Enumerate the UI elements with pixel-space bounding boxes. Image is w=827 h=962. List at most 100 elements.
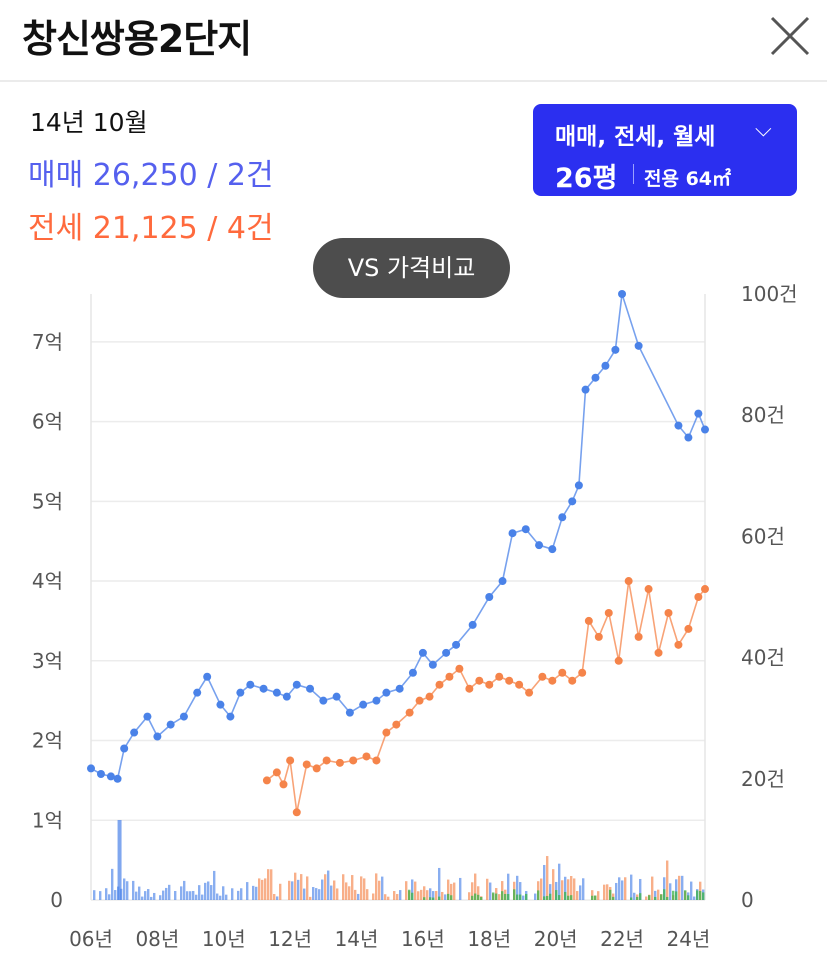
volume-bar [663,889,666,900]
volume-bar [246,882,249,900]
compare-button[interactable]: VS 가격비교 [313,238,510,298]
sale-data-point [581,385,590,394]
volume-bar [699,890,702,900]
filter-dropdown[interactable]: 매매, 전세, 월세 ⌵ 26평 전용 64㎡ [533,104,797,196]
volume-bar [273,894,276,900]
volume-bar [201,894,204,900]
volume-bar [111,868,114,900]
volume-bar [387,896,390,900]
jeonse-data-point [495,672,504,681]
jeonse-data-point [584,616,593,625]
volume-bar [276,896,279,900]
x-tick-label: 16년 [401,927,445,951]
volume-bar [630,897,633,900]
sale-data-point [674,421,683,430]
volume-bar [615,882,618,900]
volume-bar [357,893,360,900]
volume-bar [540,878,543,900]
y-right-tick-label: 60건 [741,524,785,548]
sale-data-point [498,577,507,586]
header-divider [0,80,827,82]
volume-bar [252,885,255,900]
volume-bar [255,886,258,900]
x-tick-label: 06년 [69,927,113,951]
volume-bar [384,894,387,900]
y-left-tick-label: 5억 [32,489,63,513]
y-left-tick-label: 3억 [32,649,63,673]
y-right-tick-label: 0 [741,888,754,912]
sale-data-point [408,668,417,677]
x-tick-label: 14년 [335,927,379,951]
sale-data-point [611,345,620,354]
volume-bar [624,877,627,900]
sale-data-point [618,290,627,298]
volume-bar [660,894,663,900]
volume-bar [429,897,432,900]
volume-bar [393,891,396,900]
volume-bar [633,892,636,900]
volume-bar [417,891,420,900]
volume-bar [558,863,561,900]
volume-bar [507,894,510,900]
sale-data-point [634,341,643,350]
sale-data-point [87,764,95,773]
volume-bar [351,875,354,900]
jeonse-data-point [578,668,587,677]
sale-data-point [120,744,129,753]
volume-bar [366,889,369,900]
volume-bar [195,894,198,900]
close-icon[interactable] [766,12,814,60]
volume-bar [606,884,609,900]
jeonse-data-point [614,656,623,665]
volume-bar [564,891,567,900]
volume-bar [471,882,474,900]
jeonse-data-point [604,608,613,617]
volume-bar [261,879,264,900]
volume-bar [330,885,333,900]
volume-bar [312,887,315,900]
volume-bar [519,882,522,900]
volume-bar [423,897,426,900]
jeonse-data-point [475,676,484,685]
volume-bar [135,891,138,900]
volume-bar [654,896,657,900]
volume-bar [180,886,183,900]
volume-bar [543,896,546,900]
volume-bar [165,887,168,900]
sale-data-point [130,728,139,737]
volume-bar [474,873,477,900]
sale-data-point [259,684,268,693]
volume-bar [420,889,423,900]
volume-bar [609,889,612,900]
volume-bar [222,886,225,900]
volume-bar [93,890,96,900]
sale-data-point [548,545,557,554]
volume-bar [612,896,615,900]
jeonse-data-point [279,780,288,789]
sale-data-point [521,525,530,534]
y-right-tick-label: 20건 [741,767,785,791]
volume-bar [213,870,216,900]
sale-data-point [345,708,354,717]
volume-bar [525,893,528,900]
sale-data-point [113,774,122,783]
volume-bar [636,896,639,900]
jeonse-data-point [392,720,401,729]
volume-bar [315,888,318,900]
volume-bar [363,878,366,900]
volume-bar [198,885,201,900]
volume-bar [669,883,672,900]
x-tick-label: 10년 [202,927,246,951]
sale-data-point [684,433,693,442]
volume-bar [189,891,192,900]
jeonse-summary: 전세 21,125 / 4건 [28,211,274,246]
sale-data-point [568,497,577,506]
volume-bar [639,893,642,900]
volume-bar [450,883,453,900]
jeonse-data-point [349,756,358,765]
y-right-tick-label: 100건 [741,282,798,306]
volume-bar [645,896,648,900]
volume-bar [192,890,195,900]
volume-bar [411,892,414,900]
volume-bar [126,881,129,900]
